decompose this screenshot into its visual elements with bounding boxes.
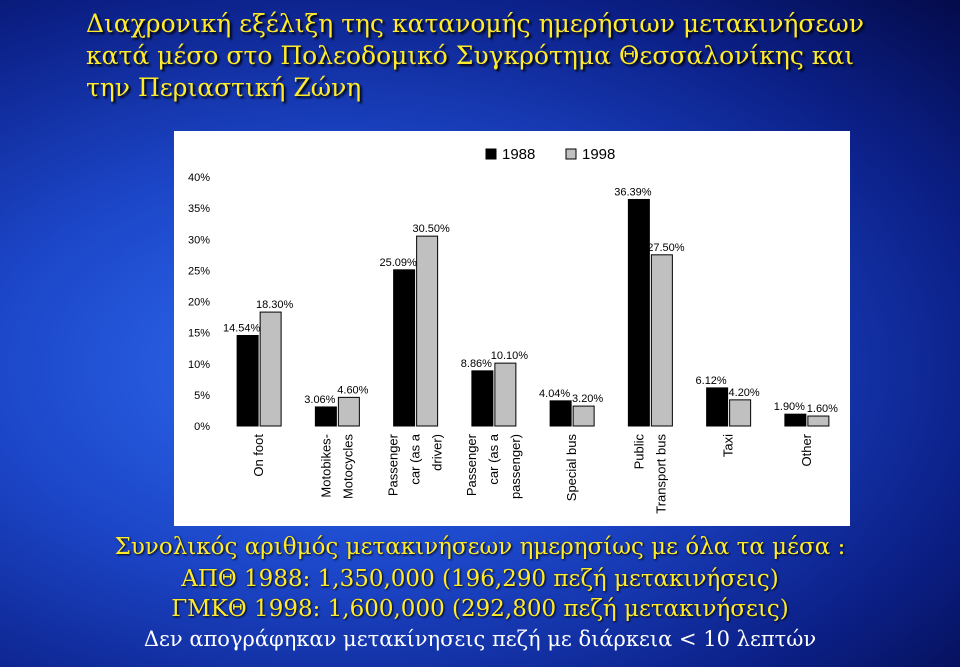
legend-label-1988: 1988	[502, 146, 535, 163]
y-tick-label: 25%	[188, 265, 210, 277]
category-label: Public	[631, 434, 646, 470]
summary-note: Δεν απογράφηκαν μετακίνησεις πεζή με διά…	[143, 627, 817, 651]
data-label-1998: 27.50%	[647, 242, 685, 254]
title-line-2: κατά μέσο στο Πολεοδομικό Συγκρότημα Θεσ…	[86, 41, 855, 70]
bar-1998	[729, 399, 752, 427]
category-label: passenger)	[508, 434, 523, 499]
y-tick-label: 0%	[194, 421, 210, 433]
summary-heading: Συνολικός αριθμός μετακινήσεων ημερησίως…	[114, 534, 846, 560]
category-label: Other	[799, 433, 814, 466]
legend-label-1998: 1998	[582, 146, 615, 163]
data-label-1998: 3.20%	[572, 393, 603, 405]
data-label-1998: 10.10%	[491, 350, 529, 362]
category-label: Transport bus	[653, 434, 668, 514]
category-label: Taxi	[721, 434, 736, 457]
y-tick-label: 10%	[188, 359, 210, 371]
bar-chart: 0% 5% 10% 15% 20% 25% 30% 35% 40% 14.54% 18.30% On …	[188, 146, 838, 514]
bar-1998	[416, 235, 439, 427]
bar-1988	[706, 387, 729, 427]
category-label: Motobikes-	[318, 434, 333, 498]
title-line-1: Διαχρονική εξέλιξη της κατανομής ημερήσι…	[86, 9, 864, 38]
data-label-1988: 14.54%	[223, 322, 261, 334]
summary-line-1988: ΑΠΘ 1988: 1,350,000 (196,290 πεζή μετακι…	[181, 566, 779, 592]
data-label-1988: 6.12%	[696, 375, 727, 387]
legend-swatch-1988	[485, 148, 497, 160]
bar-1988	[784, 413, 807, 427]
y-tick-label: 15%	[188, 328, 210, 340]
summary-line-1998: ΓΜΚΘ 1998: 1,600,000 (292,800 πεζή μετακ…	[171, 596, 789, 622]
data-label-1988: 36.39%	[614, 186, 652, 198]
bar-1988	[627, 198, 650, 427]
bar-1988	[471, 370, 494, 427]
chart-area: 0% 5% 10% 15% 20% 25% 30% 35% 40% 14.54% 18.30% On …	[174, 131, 850, 526]
category-label: Passenger	[386, 433, 401, 496]
category-label: car (as a	[408, 433, 423, 484]
bar-1998	[572, 405, 595, 427]
summary-block: Συνολικός αριθμός μετακινήσεων ημερησίως…	[0, 530, 960, 654]
data-label-1988: 1.90%	[774, 401, 805, 413]
data-label-1998: 30.50%	[412, 223, 450, 235]
category-label: Motocycles	[340, 434, 355, 500]
bar-1998	[807, 415, 830, 427]
bar-1998	[650, 254, 673, 427]
data-label-1998: 18.30%	[256, 299, 294, 311]
bar-1988	[549, 400, 572, 427]
y-tick-label: 40%	[188, 172, 210, 184]
data-label-1988: 3.06%	[304, 394, 335, 406]
data-label-1998: 4.60%	[337, 384, 368, 396]
bar-1998	[494, 362, 517, 427]
y-tick-label: 30%	[188, 234, 210, 246]
data-label-1998: 4.20%	[729, 387, 760, 399]
legend-swatch-1998	[565, 148, 577, 160]
category-label: Special bus	[564, 434, 579, 502]
data-label-1988: 25.09%	[379, 257, 417, 269]
category-label: Passenger	[464, 433, 479, 496]
bar-1998	[259, 311, 282, 427]
bar-1988	[393, 269, 416, 427]
data-label-1988: 8.86%	[461, 358, 492, 370]
y-tick-label: 5%	[194, 390, 210, 402]
data-label-1988: 4.04%	[539, 388, 570, 400]
y-tick-label: 35%	[188, 203, 210, 215]
bar-1988	[236, 334, 259, 427]
category-label: driver)	[430, 434, 445, 471]
data-label-1998: 1.60%	[807, 403, 838, 415]
title-line-3: την Περιαστική Ζώνη	[86, 73, 362, 102]
bar-1998	[337, 396, 360, 427]
y-tick-label: 20%	[188, 297, 210, 309]
category-label: On foot	[251, 434, 266, 477]
bar-1988	[314, 406, 337, 427]
category-label: car (as a	[486, 433, 501, 484]
slide-title: Διαχρονική εξέλιξη της κατανομής ημερήσι…	[86, 8, 936, 104]
